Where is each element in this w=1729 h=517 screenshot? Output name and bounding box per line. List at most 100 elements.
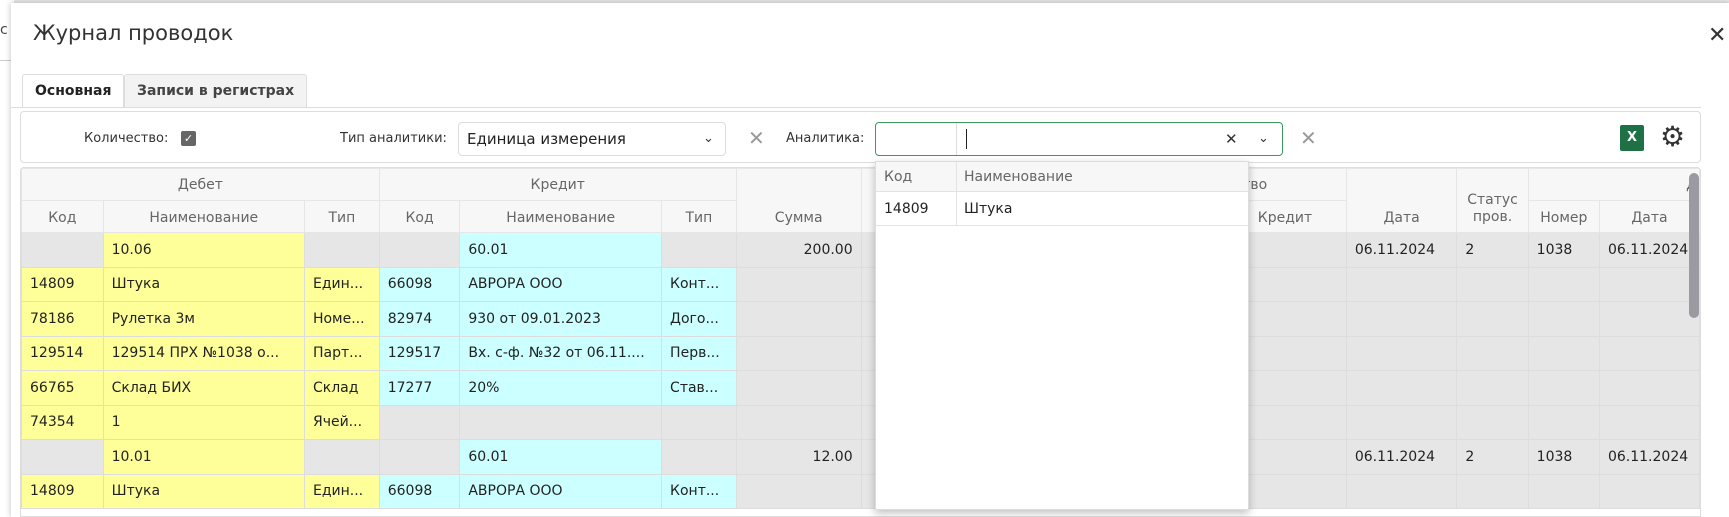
- doc-number-cell[interactable]: [1527, 404, 1600, 440]
- sum-cell[interactable]: [735, 404, 862, 440]
- doc-date-cell[interactable]: 06.11.2024: [1598, 439, 1700, 475]
- credit-type-cell[interactable]: Став...: [661, 370, 737, 406]
- debit-type-cell[interactable]: [303, 232, 380, 268]
- status-cell[interactable]: [1456, 335, 1529, 371]
- debit-code-cell[interactable]: 78186: [21, 301, 104, 337]
- clear-analytics-type-icon[interactable]: ✕: [748, 126, 765, 150]
- credit-name-cell[interactable]: 20%: [459, 370, 663, 406]
- credit-type-cell[interactable]: Дого...: [661, 301, 737, 337]
- debit-type-cell[interactable]: Един...: [303, 473, 380, 509]
- tab-main[interactable]: Основная: [22, 74, 125, 108]
- table-row[interactable]: 10.06 60.01 200.00 06.11.2024 2 1038 06.11.202…: [21, 232, 1700, 268]
- debit-type-cell[interactable]: Номе...: [303, 301, 380, 337]
- clear-icon[interactable]: ✕: [1225, 130, 1238, 148]
- debit-code-cell[interactable]: [21, 439, 104, 475]
- debit-code-cell[interactable]: 14809: [21, 266, 104, 302]
- debit-code-cell[interactable]: 74354: [21, 404, 104, 440]
- credit-code-cell[interactable]: [378, 232, 461, 268]
- credit-name-cell[interactable]: АВРОРА ООО: [459, 473, 663, 509]
- analytics-type-select[interactable]: Единица измерения ⌄: [458, 122, 726, 156]
- analytics-combobox[interactable]: ✕ ⌄: [875, 122, 1283, 156]
- debit-type-cell[interactable]: Склад: [303, 370, 380, 406]
- sum-header[interactable]: Сумма: [735, 168, 862, 233]
- credit-type-cell[interactable]: [661, 404, 737, 440]
- table-row[interactable]: 14809 Штука Един... 66098 АВРОРА ООО Конт...: [21, 266, 1700, 302]
- debit-code-cell[interactable]: 129514: [21, 335, 104, 371]
- credit-code-cell[interactable]: [378, 404, 461, 440]
- debit-code-cell[interactable]: 14809: [21, 473, 104, 509]
- doc-date-cell[interactable]: [1598, 370, 1700, 406]
- doc-date-cell[interactable]: [1598, 404, 1700, 440]
- doc-date-cell[interactable]: [1598, 301, 1700, 337]
- chevron-down-icon[interactable]: ⌄: [1258, 131, 1269, 146]
- doc-number-cell[interactable]: [1527, 266, 1600, 302]
- date-cell[interactable]: 06.11.2024: [1345, 232, 1458, 268]
- debit-name-header[interactable]: Наименование: [102, 200, 305, 233]
- credit-code-cell[interactable]: 17277: [378, 370, 461, 406]
- sum-cell[interactable]: [735, 301, 862, 337]
- debit-name-cell[interactable]: 129514 ПРХ №1038 о...: [102, 335, 305, 371]
- debit-name-cell[interactable]: Рулетка 3м: [102, 301, 305, 337]
- credit-name-cell[interactable]: 60.01: [459, 439, 663, 475]
- credit-name-cell[interactable]: АВРОРА ООО: [459, 266, 663, 302]
- clear-analytics-icon[interactable]: ✕: [1300, 126, 1317, 150]
- credit-name-cell[interactable]: [459, 404, 663, 440]
- credit-name-cell[interactable]: 930 от 09.01.2023: [459, 301, 663, 337]
- status-cell[interactable]: [1456, 473, 1529, 509]
- credit-code-header[interactable]: Код: [378, 200, 461, 233]
- date-cell[interactable]: [1345, 370, 1458, 406]
- doc-date-cell[interactable]: [1598, 335, 1700, 371]
- sum-cell[interactable]: [735, 335, 862, 371]
- debit-name-cell[interactable]: Склад БИХ: [102, 370, 305, 406]
- credit-type-cell[interactable]: Конт...: [661, 473, 737, 509]
- debit-type-cell[interactable]: Един...: [303, 266, 380, 302]
- status-cell[interactable]: 2: [1456, 439, 1529, 475]
- debit-name-cell[interactable]: Штука: [102, 473, 305, 509]
- doc-number-cell[interactable]: [1527, 473, 1600, 509]
- chevron-down-icon[interactable]: ⌄: [703, 131, 714, 146]
- debit-code-cell[interactable]: 66765: [21, 370, 104, 406]
- credit-type-cell[interactable]: Перв...: [661, 335, 737, 371]
- doc-number-cell[interactable]: [1527, 370, 1600, 406]
- status-cell[interactable]: [1456, 370, 1529, 406]
- credit-type-cell[interactable]: [661, 232, 737, 268]
- table-row[interactable]: 10.01 60.01 12.00 06.11.2024 2 1038 06.11.2024: [21, 439, 1700, 475]
- date-cell[interactable]: [1345, 335, 1458, 371]
- credit-code-cell[interactable]: 66098: [378, 473, 461, 509]
- doc-number-cell[interactable]: [1527, 335, 1600, 371]
- doc-number-cell[interactable]: 1038: [1527, 439, 1600, 475]
- table-row[interactable]: 66765 Склад БИХ Склад 17277 20% Став...: [21, 370, 1700, 406]
- debit-name-cell[interactable]: 10.01: [102, 439, 305, 475]
- table-row[interactable]: 78186 Рулетка 3м Номе... 82974 930 от 09.01.…: [21, 301, 1700, 337]
- tab-register-records[interactable]: Записи в регистрах: [124, 74, 308, 107]
- debit-name-cell[interactable]: Штука: [102, 266, 305, 302]
- date-cell[interactable]: [1345, 266, 1458, 302]
- status-cell[interactable]: [1456, 404, 1529, 440]
- credit-code-cell[interactable]: 129517: [378, 335, 461, 371]
- doc-date-cell[interactable]: [1598, 266, 1700, 302]
- credit-name-cell[interactable]: 60.01: [459, 232, 663, 268]
- sum-cell[interactable]: [735, 266, 862, 302]
- status-cell[interactable]: [1456, 301, 1529, 337]
- doc-number-header[interactable]: Номер: [1527, 200, 1600, 233]
- debit-type-cell[interactable]: Парт...: [303, 335, 380, 371]
- credit-type-cell[interactable]: Конт...: [661, 266, 737, 302]
- quantity-checkbox[interactable]: ✓: [181, 131, 196, 146]
- sum-cell[interactable]: [735, 370, 862, 406]
- date-header[interactable]: Дата: [1345, 168, 1458, 233]
- vertical-scrollbar[interactable]: [1689, 173, 1699, 318]
- debit-type-cell[interactable]: [303, 439, 380, 475]
- credit-code-cell[interactable]: [378, 439, 461, 475]
- status-cell[interactable]: [1456, 266, 1529, 302]
- debit-code-cell[interactable]: [21, 232, 104, 268]
- debit-type-header[interactable]: Тип: [303, 200, 380, 233]
- credit-name-header[interactable]: Наименование: [459, 200, 663, 233]
- debit-type-cell[interactable]: Ячей...: [303, 404, 380, 440]
- debit-name-cell[interactable]: 1: [102, 404, 305, 440]
- status-header[interactable]: Статус пров.: [1456, 168, 1529, 233]
- doc-number-cell[interactable]: 1038: [1527, 232, 1600, 268]
- sum-cell[interactable]: 200.00: [735, 232, 862, 268]
- debit-name-cell[interactable]: 10.06: [102, 232, 305, 268]
- debit-code-header[interactable]: Код: [21, 200, 104, 233]
- status-cell[interactable]: 2: [1456, 232, 1529, 268]
